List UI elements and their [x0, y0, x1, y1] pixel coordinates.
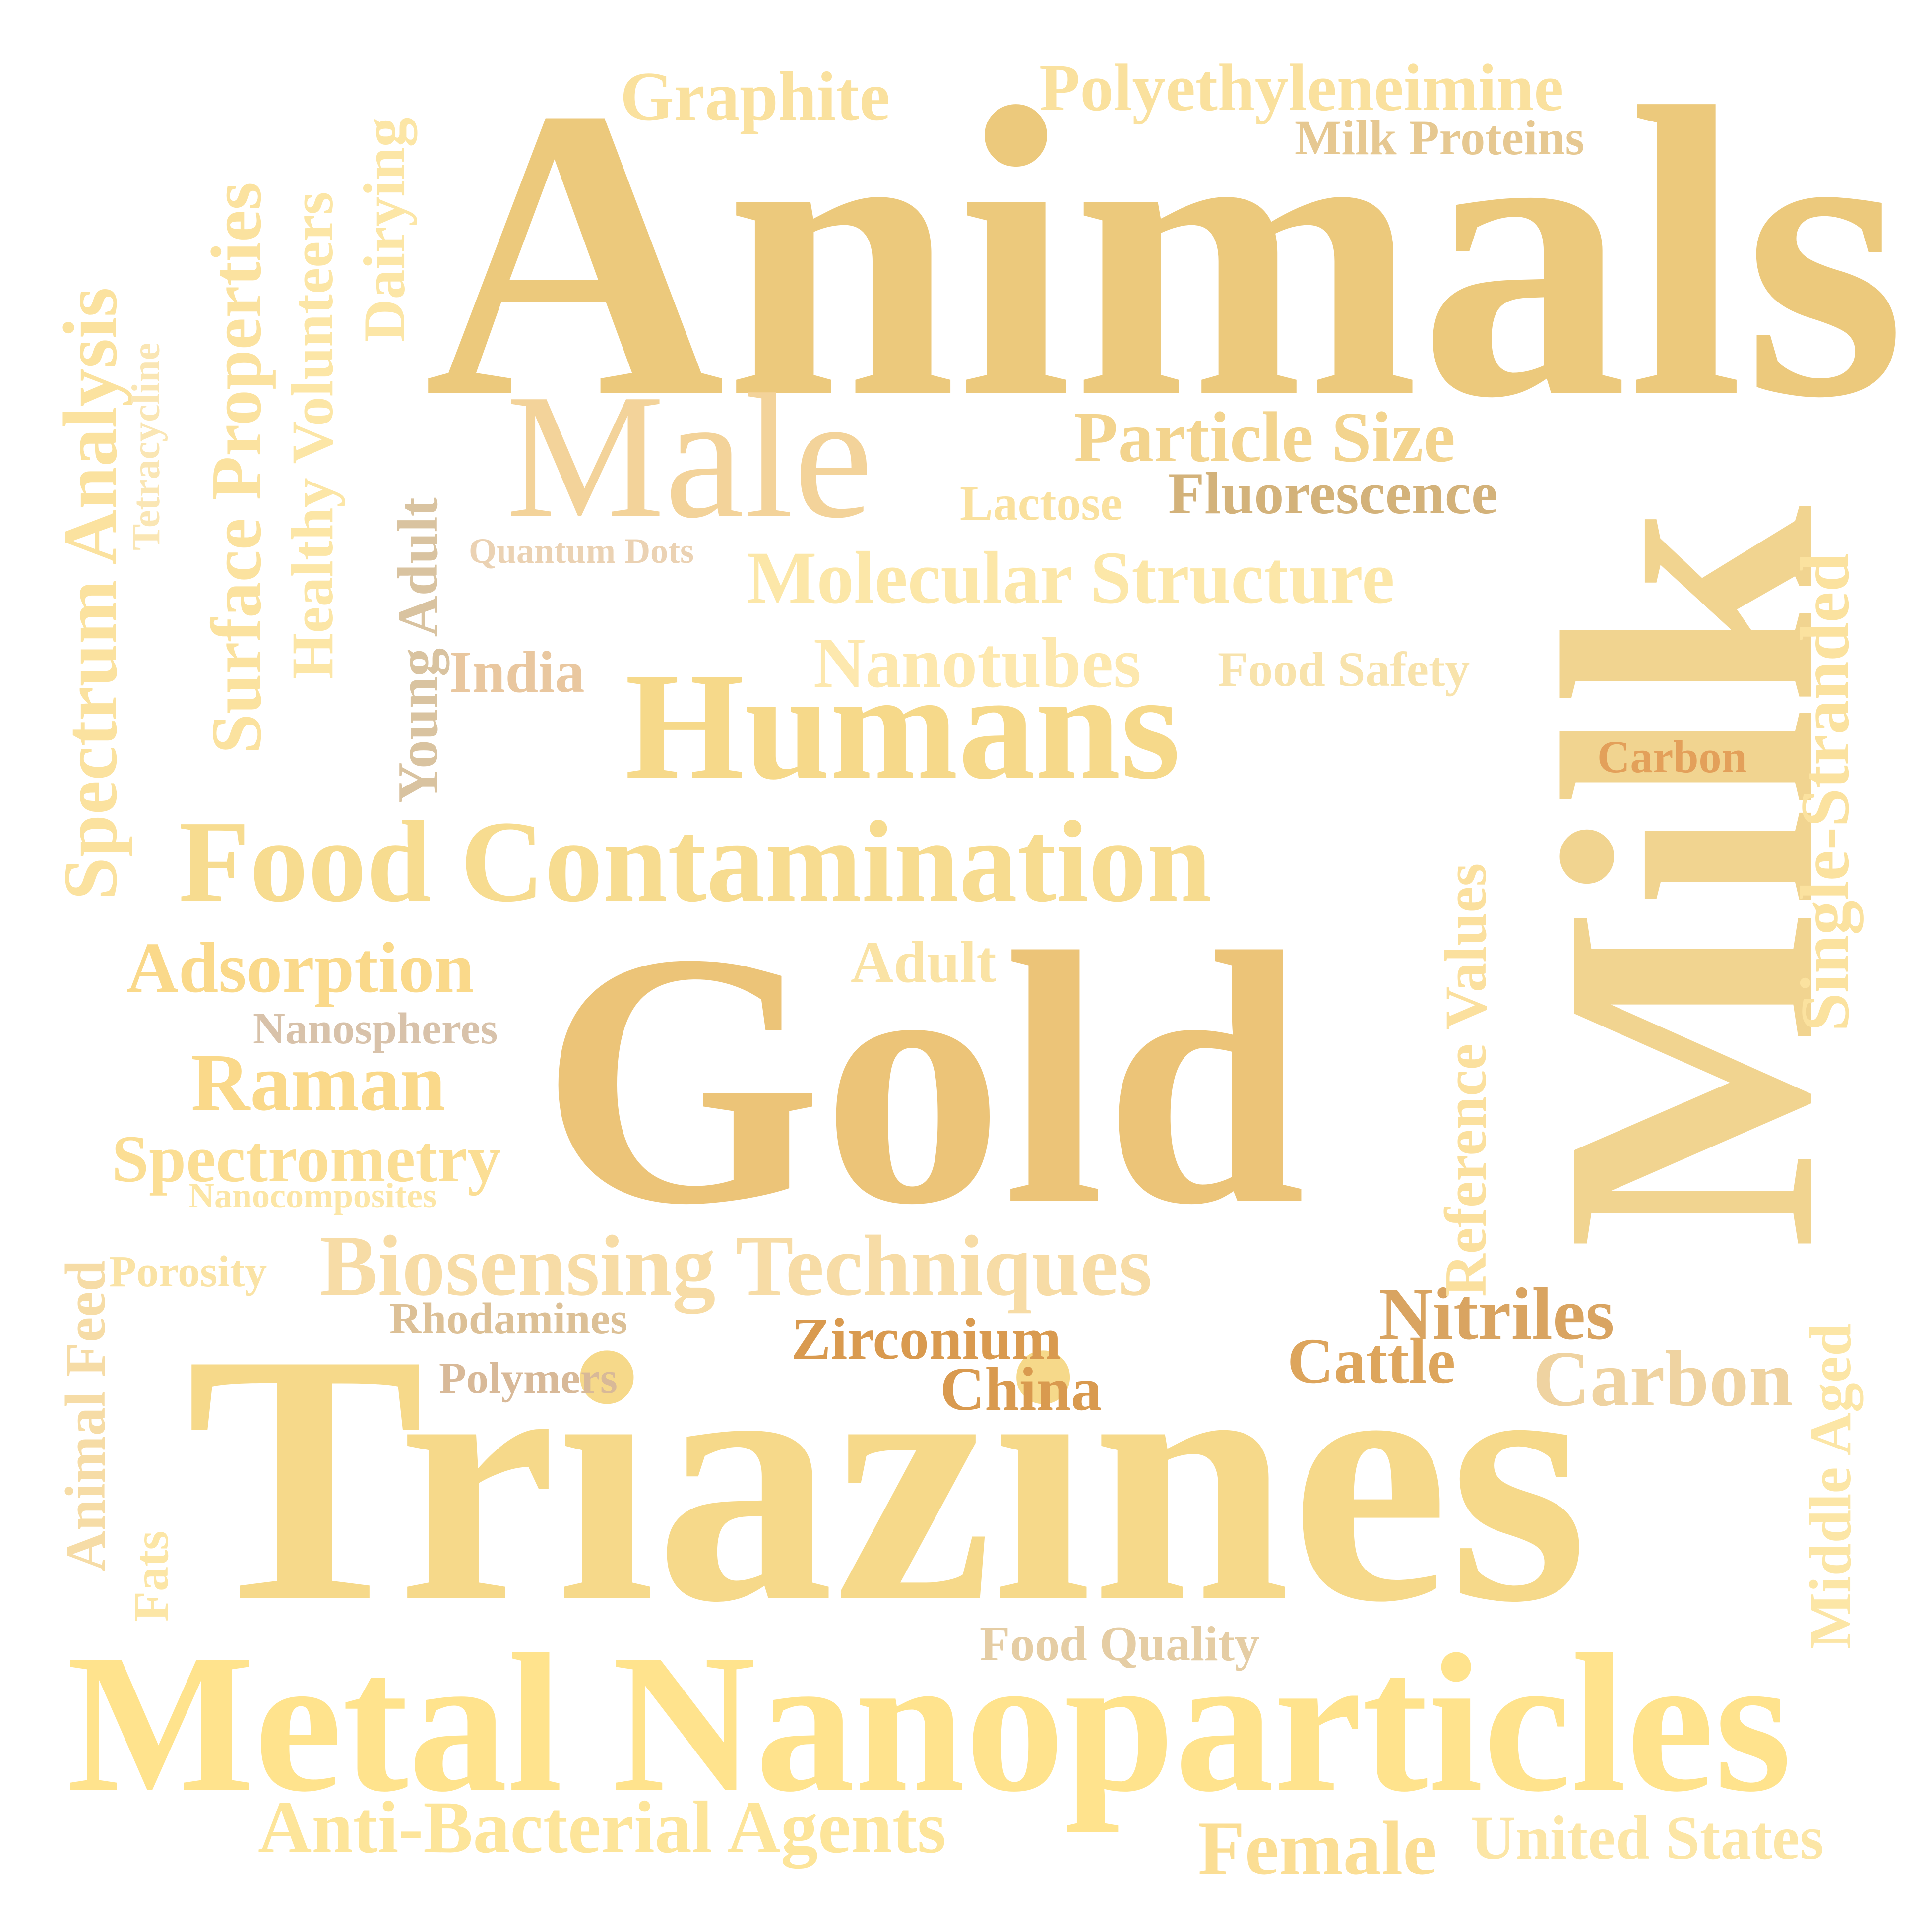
word-carbon-small: Carbon: [1597, 731, 1747, 782]
word-spectrum-analysis: Spectrum Analysis: [48, 287, 133, 900]
word-adsorption: Adsorption: [126, 928, 474, 1008]
word-food-contamination: Food Contamination: [179, 797, 1212, 926]
word-nanospheres: Nanospheres: [253, 1004, 498, 1053]
word-united-states: United States: [1471, 1804, 1824, 1872]
word-metal-nanoparticles: Metal Nanoparticles: [67, 1613, 1792, 1833]
word-zirconium: Zirconium: [791, 1306, 1061, 1372]
word-food-safety: Food Safety: [1218, 642, 1470, 697]
word-nitriles: Nitriles: [1379, 1273, 1615, 1355]
word-raman: Raman: [191, 1037, 446, 1128]
word-biosensing-techniques: Biosensing Techniques: [320, 1217, 1152, 1314]
word-food-quality: Food Quality: [980, 1616, 1259, 1671]
word-gold: Gold: [541, 878, 1306, 1279]
word-china: China: [940, 1355, 1102, 1424]
word-fluorescence: Fluorescence: [1168, 460, 1498, 526]
word-molecular-structure: Molecular Structure: [747, 537, 1395, 619]
word-nanocomposites: Nanocomposites: [188, 1176, 436, 1215]
word-animals: Animals: [424, 22, 1906, 483]
word-middle-aged: Middle Aged: [1797, 1323, 1863, 1649]
word-surface-properties: Surface Properties: [197, 182, 276, 754]
word-nanotubes: Nanotubes: [813, 623, 1141, 703]
word-spectrometry: Spectrometry: [112, 1122, 501, 1196]
word-reference-values: Reference Values: [1433, 863, 1498, 1297]
word-tetracycline: Tetracycline: [125, 342, 168, 550]
word-anti-bacterial-agents: Anti-Bacterial Agents: [258, 1786, 946, 1869]
word-rhodamines: Rhodamines: [389, 1294, 628, 1343]
word-adult: Adult: [851, 929, 997, 995]
word-healthy-volunteers: Healthy Volunteers: [279, 191, 345, 679]
word-fats: Fats: [124, 1530, 179, 1622]
word-male: Male: [506, 357, 873, 555]
word-cattle: Cattle: [1287, 1326, 1456, 1397]
word-milk-proteins: Milk Proteins: [1295, 110, 1585, 165]
word-polyethyleneimine: Polyethyleneimine: [1039, 51, 1564, 125]
word-humans: Humans: [625, 641, 1181, 811]
word-particle-size: Particle Size: [1074, 398, 1455, 477]
word-carbon-large: Carbon: [1533, 1334, 1793, 1423]
word-porosity: Porosity: [109, 1247, 267, 1296]
word-dairying: Dairying: [351, 117, 417, 342]
word-young-adult: Young Adult: [386, 497, 449, 803]
word-lactose: Lactose: [960, 476, 1122, 531]
word-triazines: Triazines: [186, 1280, 1588, 1676]
word-polymers: Polymers: [439, 1354, 618, 1403]
word-graphite: Graphite: [620, 58, 890, 135]
word-quantum-dots: Quantum Dots: [469, 531, 694, 571]
word-female: Female: [1198, 1806, 1437, 1891]
word-single-stranded: Single-Stranded: [1787, 553, 1864, 1031]
word-india: India: [449, 639, 585, 705]
word-animal-feed: Animal Feed: [54, 1260, 117, 1572]
